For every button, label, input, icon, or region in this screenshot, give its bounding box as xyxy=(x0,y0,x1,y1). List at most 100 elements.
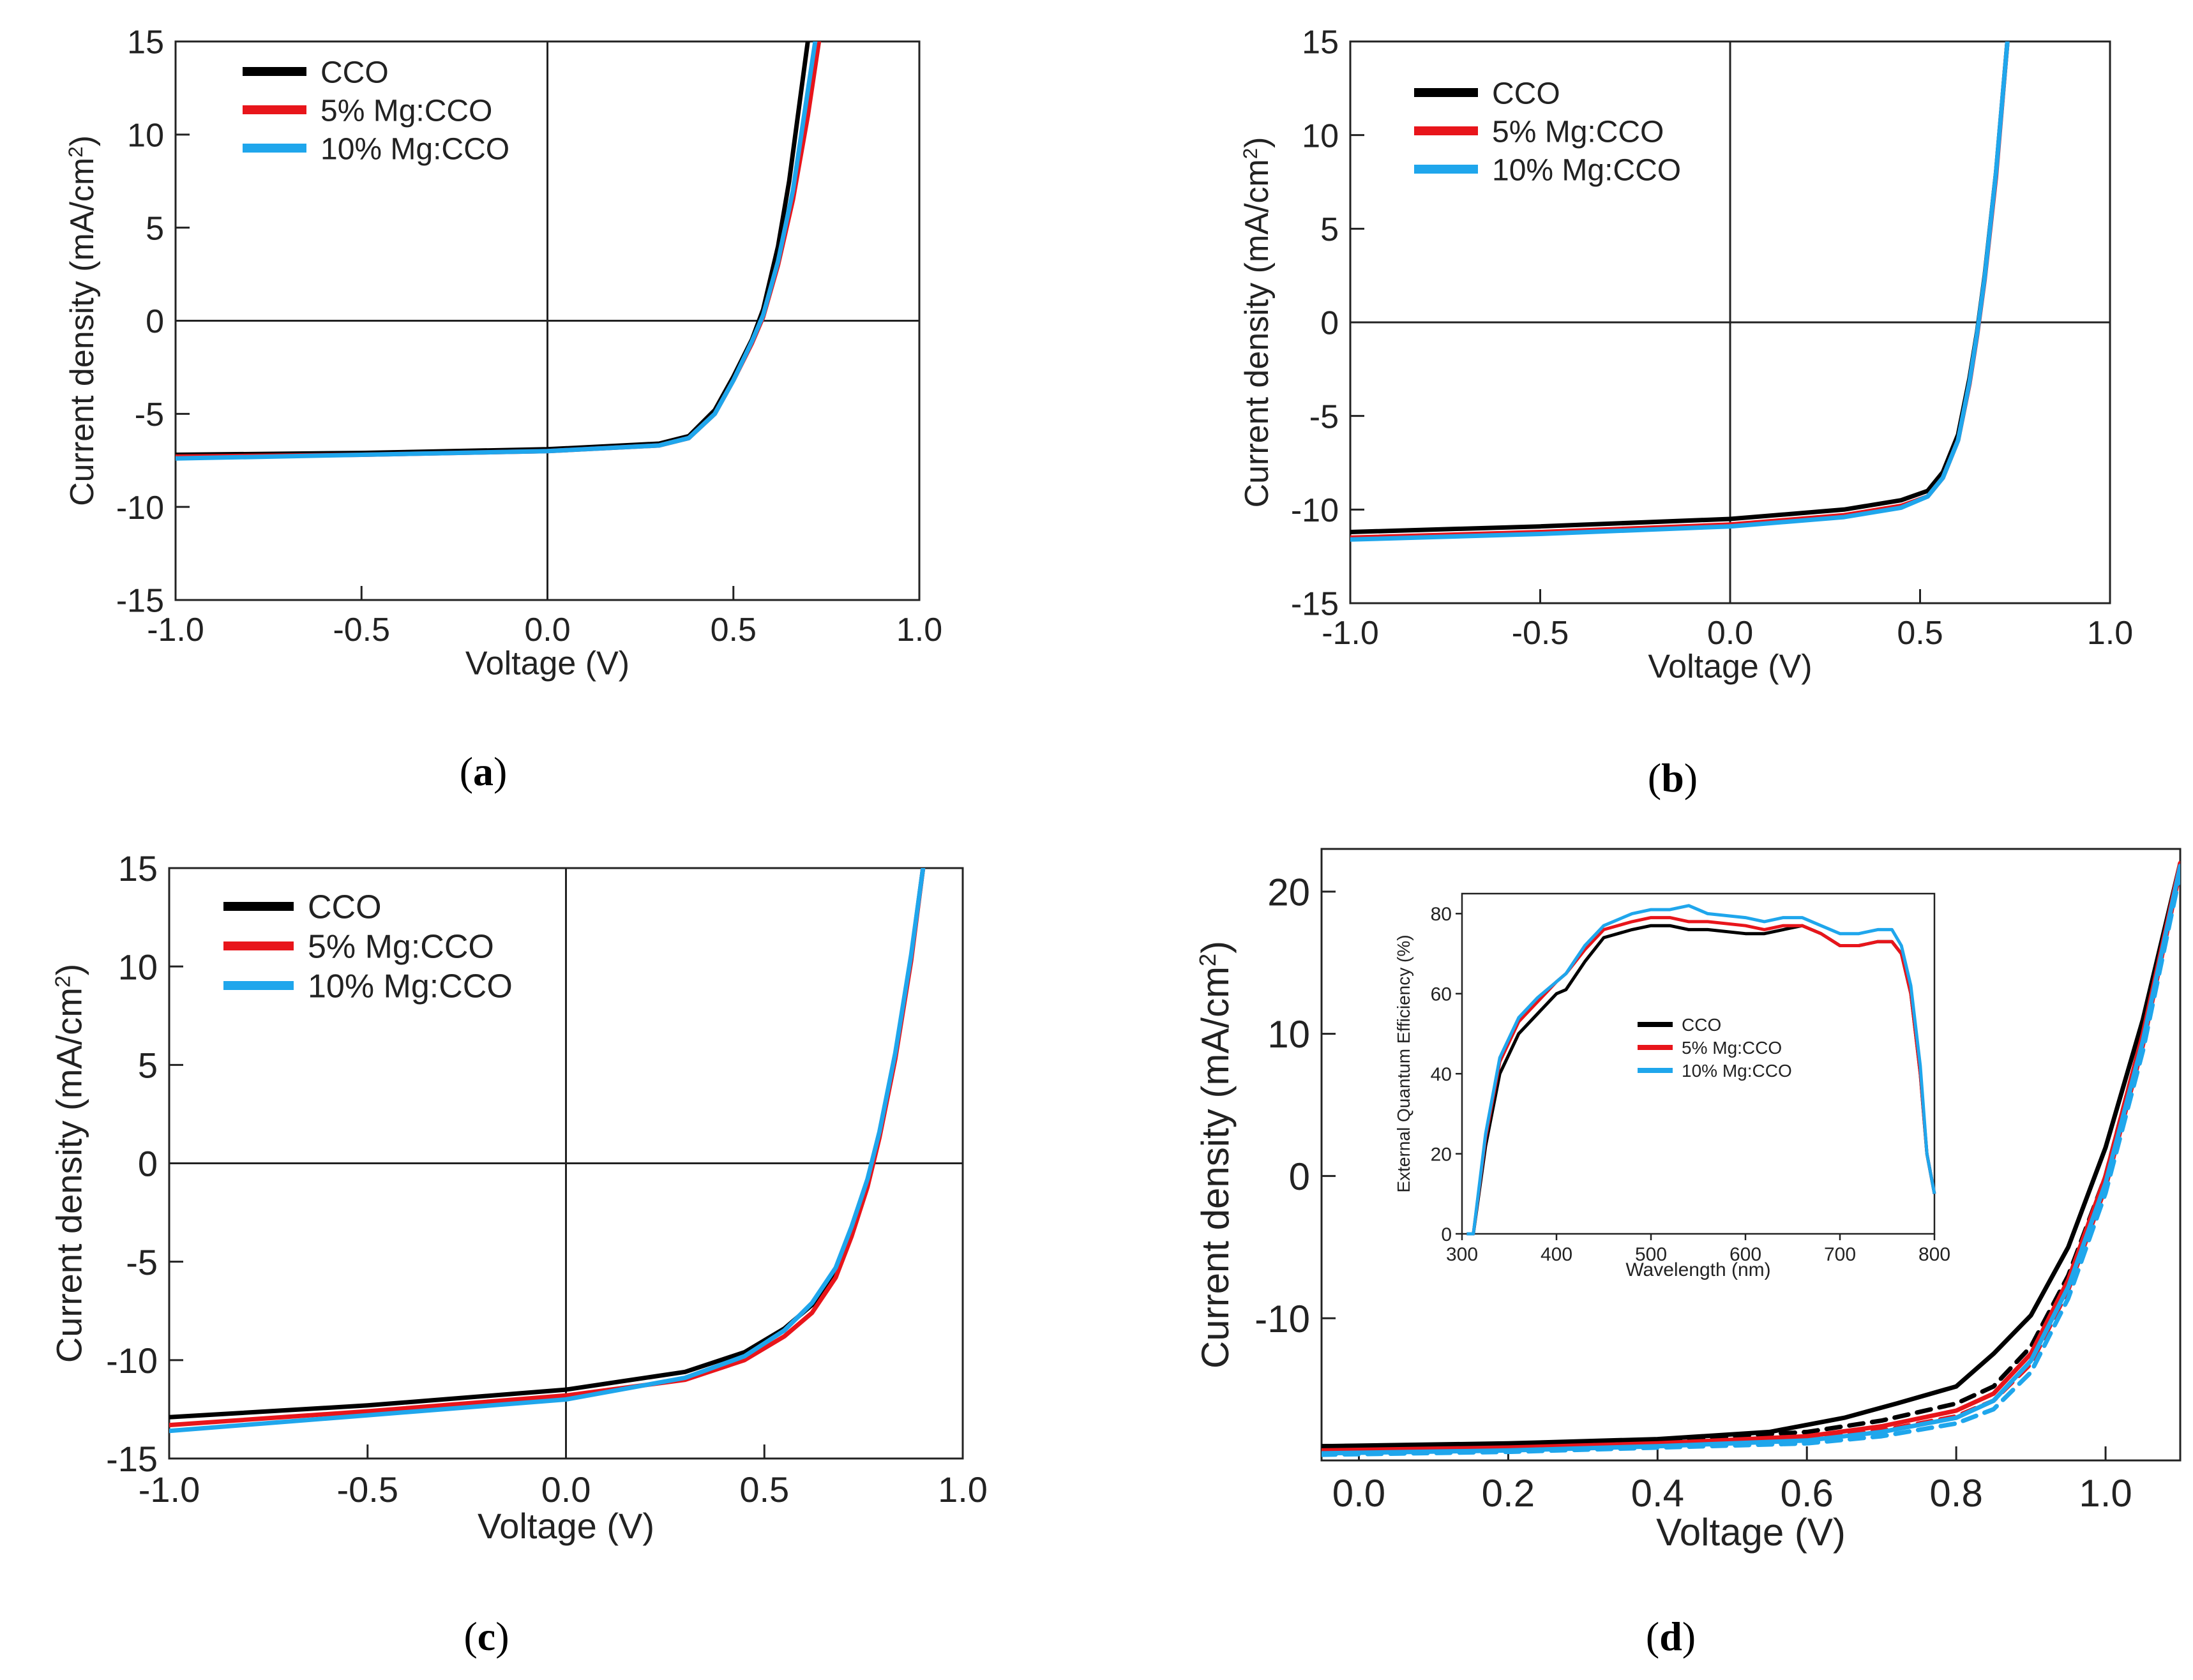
x-tick-label: 0.6 xyxy=(1781,1472,1834,1515)
legend-label: CCO xyxy=(320,56,389,89)
caption-close-paren: ) xyxy=(1684,755,1698,800)
caption-letter: c xyxy=(478,1614,495,1659)
y-axis-label-superscript: 2 xyxy=(1194,954,1221,966)
inset-series-line-10-mg-cco xyxy=(1466,904,1936,1236)
y-axis-label-close: ) xyxy=(1239,137,1276,148)
caption-close-paren: ) xyxy=(495,1614,509,1659)
caption-letter: a xyxy=(473,749,494,794)
series-line-10-mg-cco xyxy=(169,868,926,1434)
y-tick-label: 15 xyxy=(1302,24,1339,61)
y-axis-label: Current density (mA/cm2) xyxy=(1239,137,1276,508)
inset-y-tick-label: 0 xyxy=(1441,1224,1452,1245)
y-tick-label: 20 xyxy=(1267,871,1310,913)
caption-close-paren: ) xyxy=(494,749,507,794)
y-tick-label: 0 xyxy=(138,1144,158,1184)
panel-a: -1.0 -0.5 0.0 0.5 1.0 -15 -10 -5 0 5 10 15 Voltage (… xyxy=(64,24,942,794)
inset-legend-label: 10% Mg:CCO xyxy=(1682,1061,1792,1081)
x-axis-label: Voltage (V) xyxy=(1656,1511,1846,1554)
y-axis-label-main: Current density (mA/cm xyxy=(1239,159,1276,507)
legend-label: 10% Mg:CCO xyxy=(1492,153,1681,187)
y-tick-label: 10 xyxy=(1302,117,1339,154)
y-tick-label: -10 xyxy=(1255,1298,1310,1340)
y-tick-label: 15 xyxy=(118,848,158,889)
caption-close-paren: ) xyxy=(1682,1614,1696,1659)
panel-c: -1.0 -0.5 0.0 0.5 1.0 -15 -10 -5 0 5 10 15 Voltage (… xyxy=(49,848,988,1659)
inset-y-tick-label: 80 xyxy=(1431,904,1452,925)
x-tick-label: 0.0 xyxy=(1707,615,1753,652)
y-axis-label-main: Current density (mA/cm xyxy=(49,987,89,1363)
caption-open-paren: ( xyxy=(463,1614,477,1659)
x-tick-label: 0.8 xyxy=(1929,1472,1982,1515)
x-tick-label: 1.0 xyxy=(938,1469,988,1510)
legend-label: 5% Mg:CCO xyxy=(320,94,492,128)
inset-legend: CCO 5% Mg:CCO 10% Mg:CCO xyxy=(1638,1015,1792,1081)
inset-x-tick-label: 400 xyxy=(1541,1244,1572,1265)
panel-caption: (c) xyxy=(463,1614,509,1659)
series-line-10-mg-cco xyxy=(176,41,818,461)
caption-open-paren: ( xyxy=(1648,755,1661,800)
legend-label: 10% Mg:CCO xyxy=(308,968,513,1005)
y-tick-label: -10 xyxy=(106,1340,158,1381)
x-tick-label: -1.0 xyxy=(139,1469,200,1510)
x-tick-label: -1.0 xyxy=(147,611,204,649)
y-axis-label-close: ) xyxy=(49,964,89,976)
y-axis-label-main: Current density (mA/cm xyxy=(64,158,101,506)
caption-open-paren: ( xyxy=(460,749,473,794)
x-tick-label: -0.5 xyxy=(333,611,390,649)
y-axis-label: Current density (mA/cm2) xyxy=(1194,941,1237,1369)
y-tick-label: 15 xyxy=(127,24,164,61)
x-tick-label: 0.0 xyxy=(1332,1472,1385,1515)
y-axis-label-close: ) xyxy=(1194,941,1237,954)
y-axis-label: Current density (mA/cm2) xyxy=(49,964,89,1363)
x-tick-label: -0.5 xyxy=(1512,615,1569,652)
y-tick-label: -10 xyxy=(116,490,164,527)
legend-label: CCO xyxy=(1492,77,1560,110)
caption-open-paren: ( xyxy=(1646,1614,1659,1659)
inset-frame xyxy=(1461,892,1936,1235)
x-axis-label: Voltage (V) xyxy=(465,645,629,682)
inset-y-tick-label: 40 xyxy=(1431,1064,1452,1085)
inset-x-tick-label: 500 xyxy=(1635,1244,1667,1265)
series-group xyxy=(176,41,822,461)
y-tick-label: -15 xyxy=(106,1439,158,1479)
legend: CCO 5% Mg:CCO 10% Mg:CCO xyxy=(1414,77,1681,187)
y-tick-label: -5 xyxy=(135,396,164,433)
x-tick-label: 1.0 xyxy=(896,611,942,649)
caption-letter: b xyxy=(1661,755,1684,800)
y-tick-label: -10 xyxy=(1291,492,1339,529)
inset-y-tick-label: 20 xyxy=(1431,1144,1452,1165)
series-group xyxy=(169,868,926,1434)
y-tick-label: 10 xyxy=(127,117,164,154)
inset-x-tick-label: 300 xyxy=(1446,1244,1478,1265)
y-axis-label-superscript: 2 xyxy=(64,146,86,157)
y-tick-label: 0 xyxy=(1289,1155,1310,1198)
panel-b: -1.0 -0.5 0.0 0.5 1.0 -15 -10 -5 0 5 10 15 Voltage (… xyxy=(1239,24,2133,800)
inset-chart: 300 400 500 600 700 800 0 20 40 60 80 Wavelength (n… xyxy=(1394,892,1950,1280)
y-tick-label: 0 xyxy=(146,303,164,340)
x-tick-label: 0.5 xyxy=(739,1469,789,1510)
y-tick-label: 5 xyxy=(146,210,164,247)
x-tick-label: -1.0 xyxy=(1322,615,1379,652)
y-tick-label: 5 xyxy=(138,1045,158,1085)
inset-x-tick-label: 700 xyxy=(1824,1244,1856,1265)
y-tick-label: -5 xyxy=(126,1242,158,1282)
inset-y-tick-label: 60 xyxy=(1431,984,1452,1005)
x-tick-label: 0.5 xyxy=(711,611,757,649)
inset-legend-label: CCO xyxy=(1682,1015,1721,1035)
legend-label: 5% Mg:CCO xyxy=(1492,115,1664,149)
legend-label: 10% Mg:CCO xyxy=(320,132,509,166)
series-group xyxy=(1322,860,2180,1457)
y-tick-label: 10 xyxy=(1267,1013,1310,1056)
legend-label: CCO xyxy=(308,889,382,926)
inset-legend-label: 5% Mg:CCO xyxy=(1682,1038,1782,1058)
x-tick-label: 1.0 xyxy=(2079,1472,2132,1515)
y-tick-label: -15 xyxy=(116,583,164,620)
y-axis-label: Current density (mA/cm2) xyxy=(64,135,101,506)
legend: CCO 5% Mg:CCO 10% Mg:CCO xyxy=(243,56,509,166)
y-tick-label: 0 xyxy=(1320,305,1339,342)
plot-frame xyxy=(1320,848,2182,1462)
inset-series-line-5-mg-cco xyxy=(1466,916,1936,1236)
y-axis-label-main: Current density (mA/cm xyxy=(1194,966,1237,1369)
